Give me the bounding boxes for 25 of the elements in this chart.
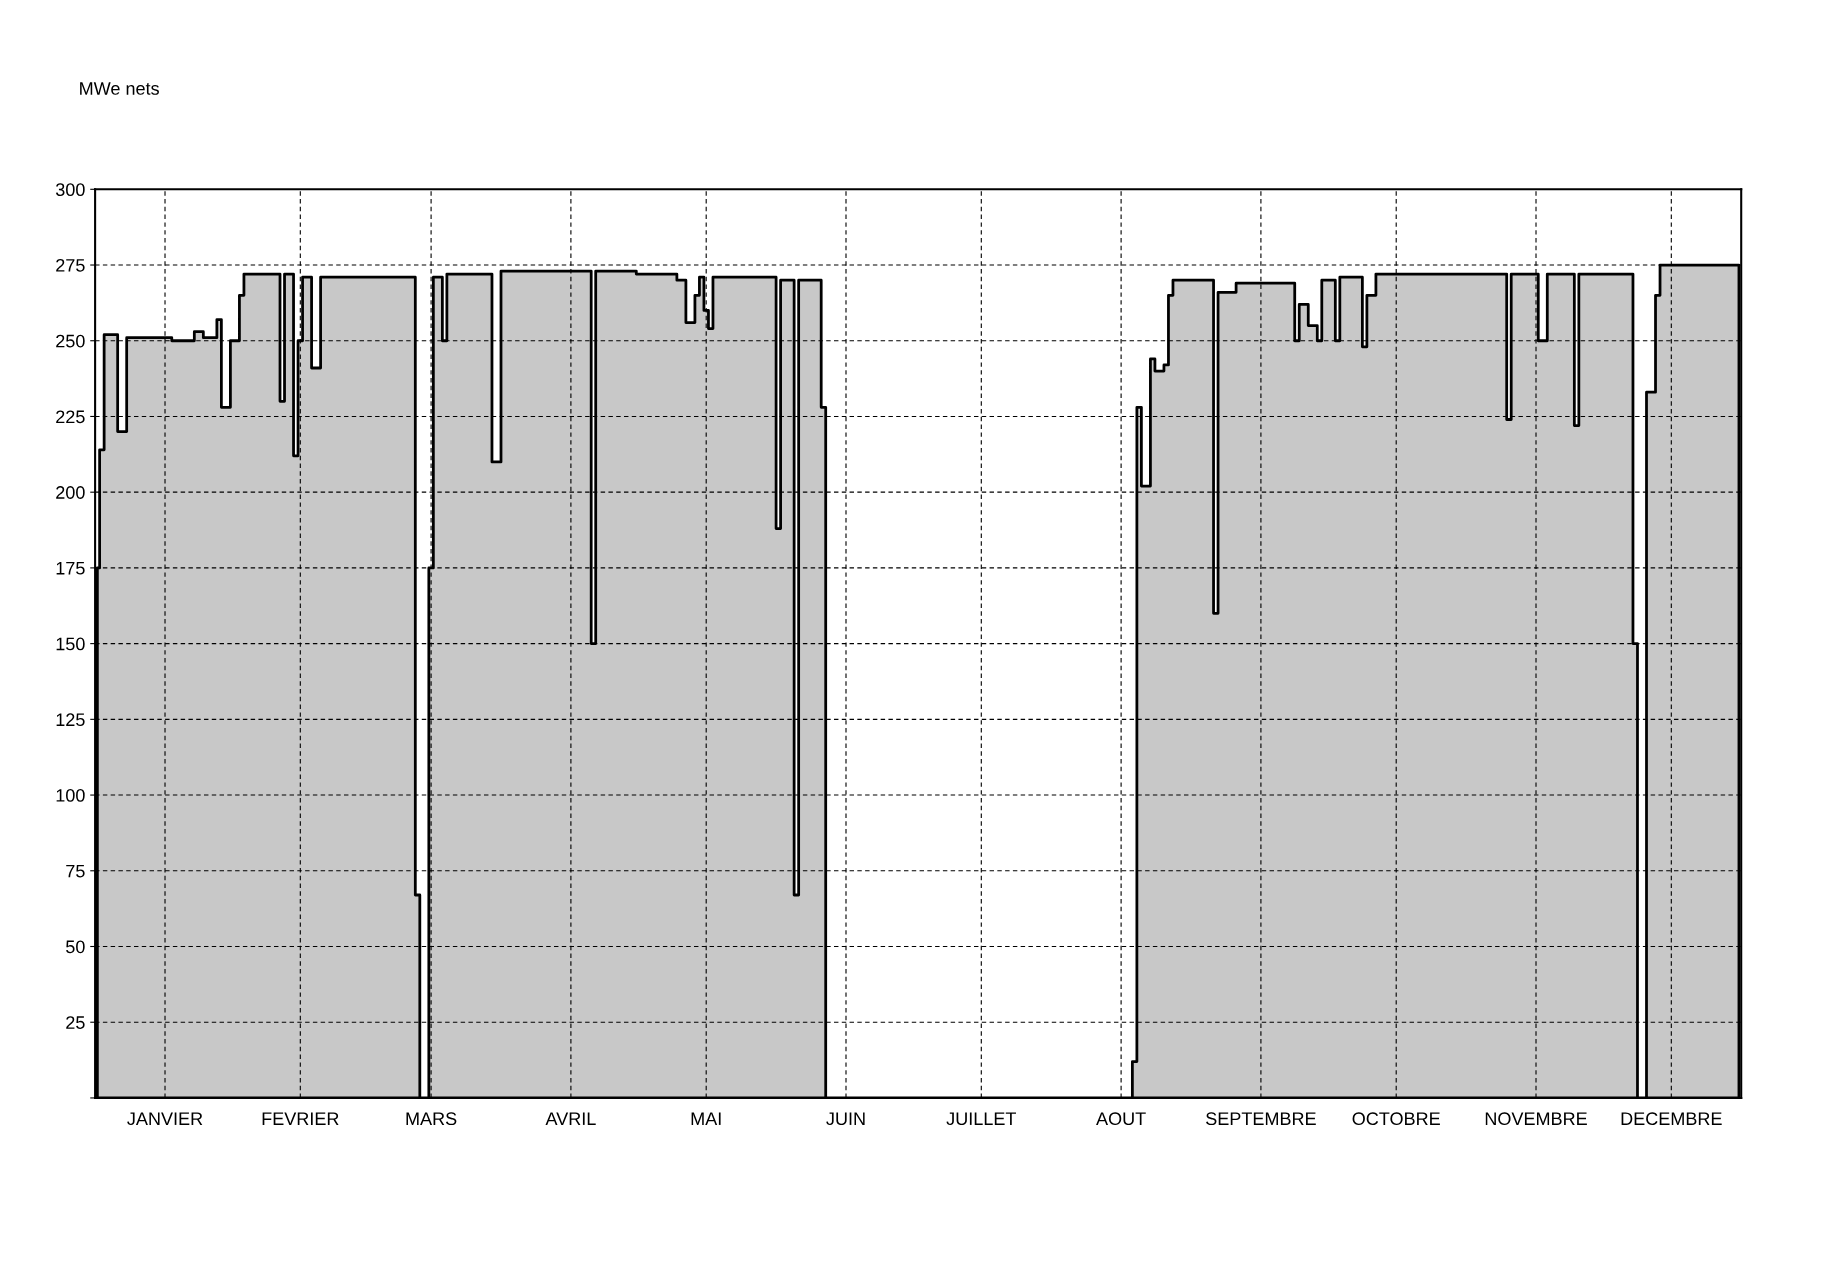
y-tick-label: 50 — [66, 940, 85, 954]
y-axis-title: MWe nets — [80, 82, 159, 95]
x-tick-label: FEVRIER — [262, 1112, 339, 1125]
x-tick-label: JUIN — [826, 1112, 865, 1126]
y-tick-label: 300 — [55, 183, 85, 197]
y-tick-label: 175 — [56, 562, 85, 575]
y-tick-label: 200 — [56, 486, 85, 499]
y-tick-label: 150 — [56, 637, 85, 651]
x-tick-label: JANVIER — [127, 1112, 203, 1126]
x-tick-label: DECEMBRE — [1621, 1112, 1722, 1126]
x-tick-label: MARS — [406, 1112, 457, 1126]
x-tick-label: JUILLET — [946, 1112, 1016, 1126]
y-tick-label: 100 — [56, 788, 85, 802]
x-tick-label: NOVEMBRE — [1485, 1112, 1587, 1126]
x-tick-label: MAI — [691, 1112, 721, 1125]
x-tick-label: OCTOBRE — [1352, 1112, 1440, 1126]
x-tick-label: AVRIL — [545, 1112, 596, 1125]
y-tick-label: 275 — [56, 258, 85, 272]
x-tick-label: AOUT — [1096, 1112, 1146, 1126]
y-tick-label: 250 — [56, 334, 85, 348]
y-tick-label: 125 — [56, 713, 85, 727]
y-tick-label: 25 — [66, 1016, 85, 1029]
y-tick-label: 225 — [56, 410, 85, 424]
x-tick-label: SEPTEMBRE — [1206, 1112, 1316, 1126]
y-tick-label: 75 — [66, 864, 85, 878]
